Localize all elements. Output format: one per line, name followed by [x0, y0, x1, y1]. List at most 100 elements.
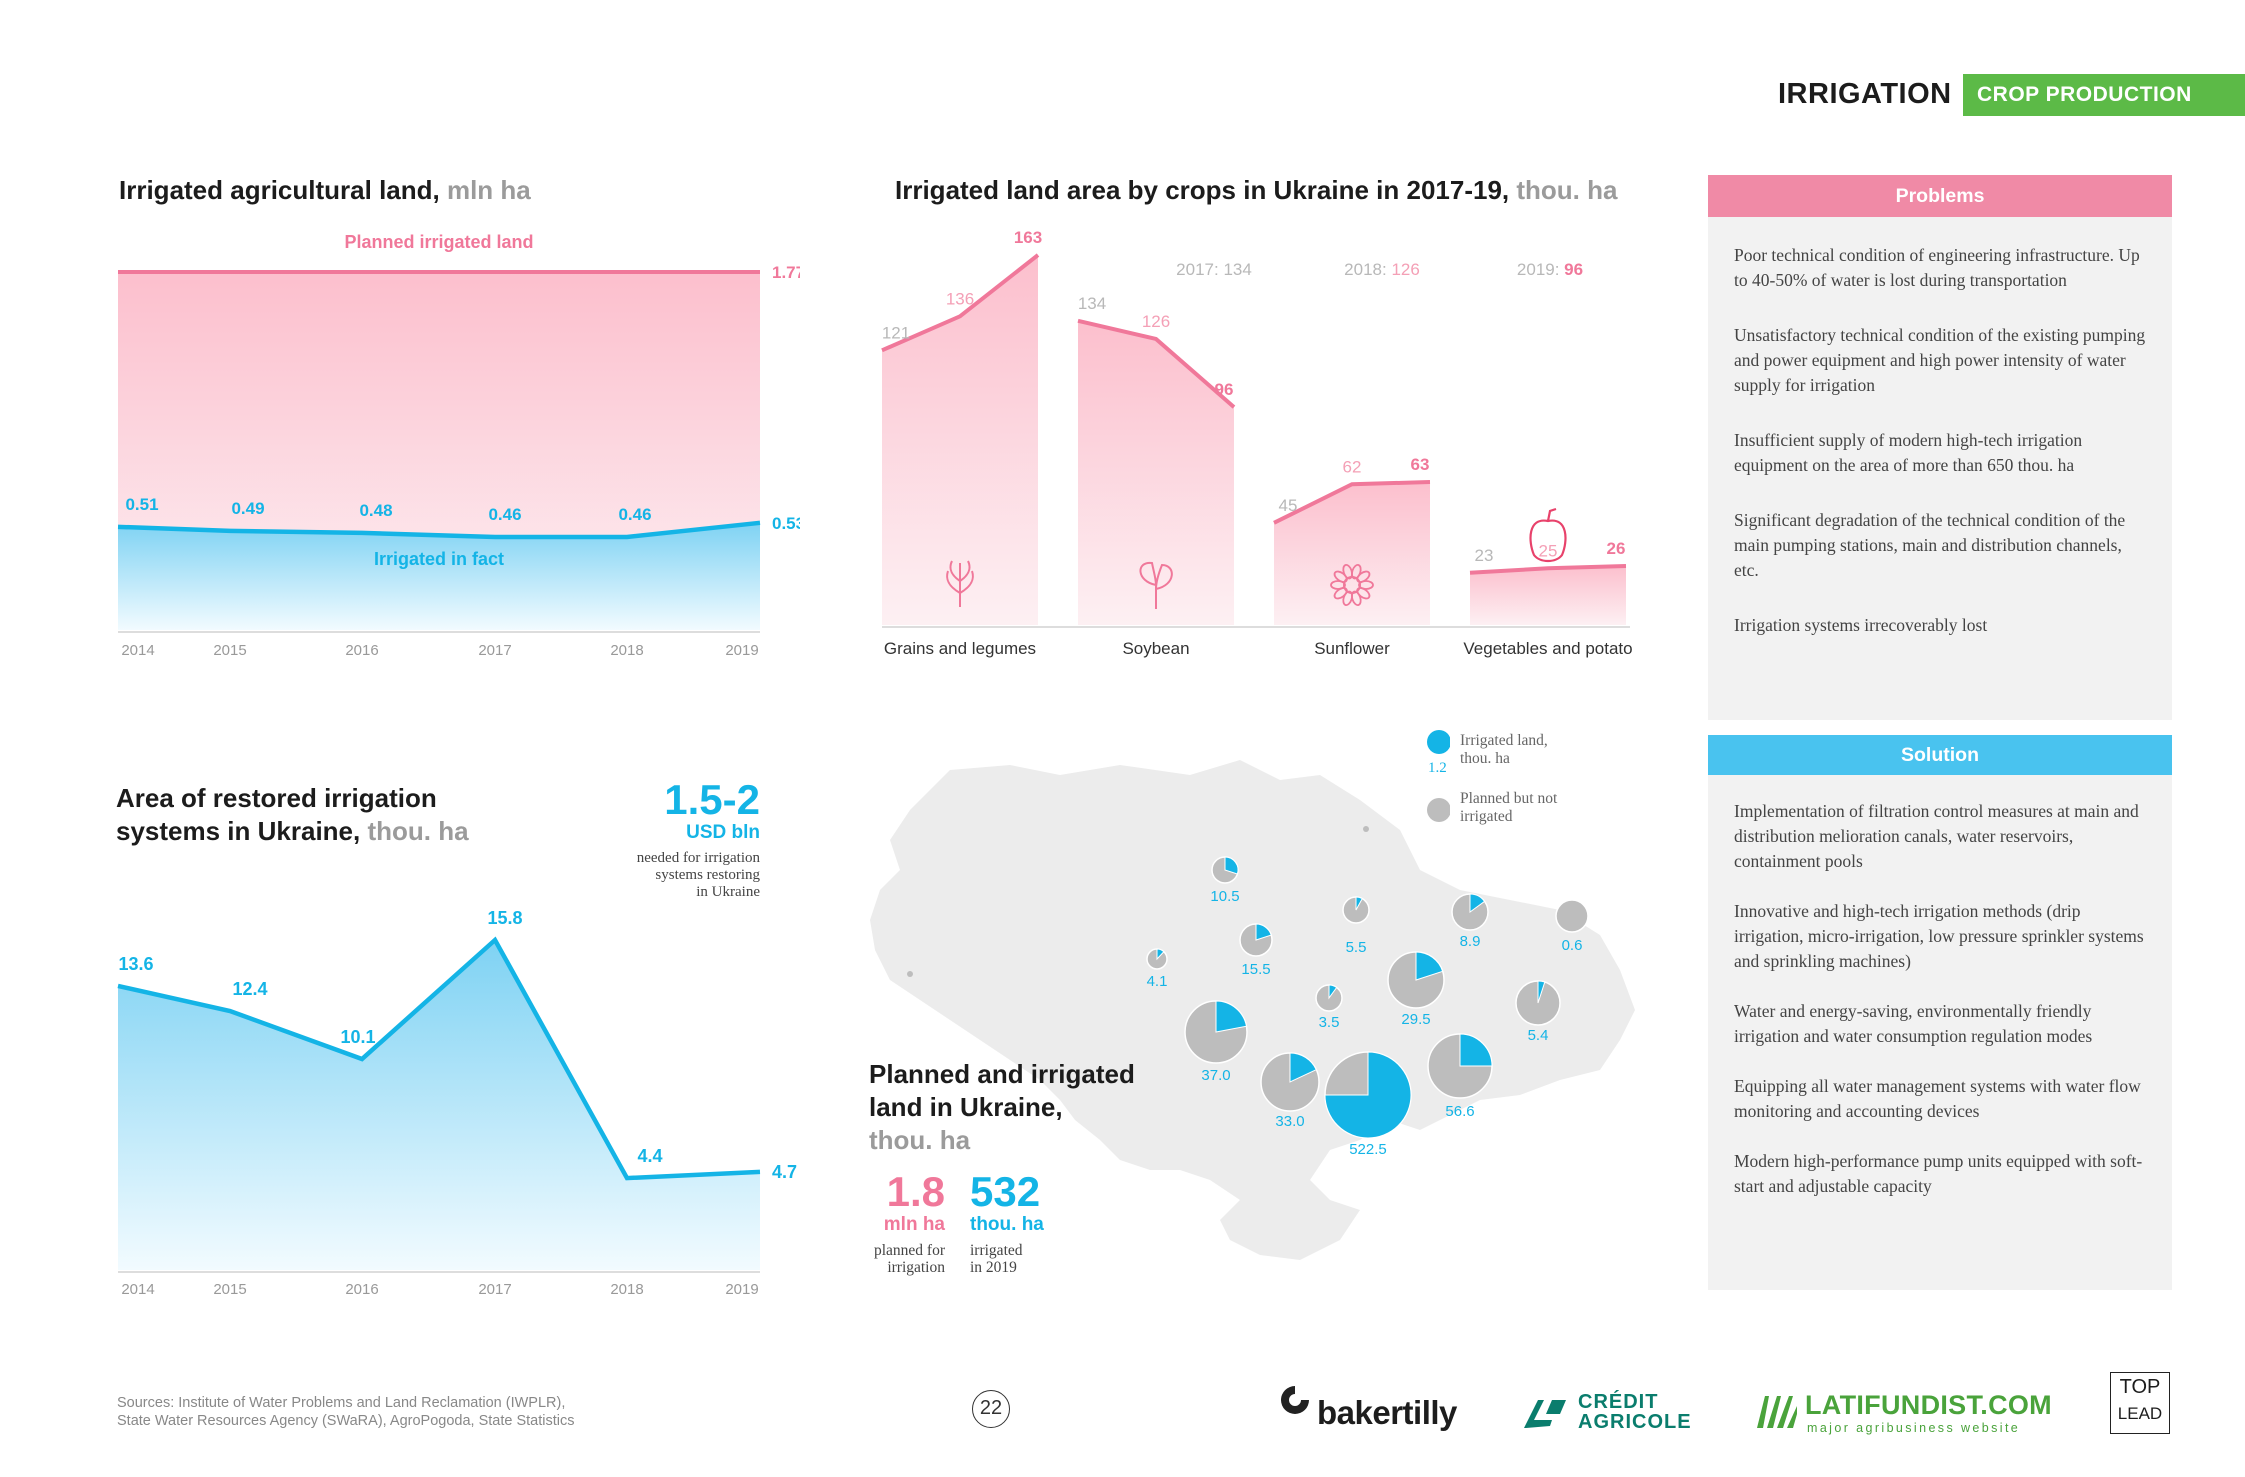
problem-item: Irrigation systems irrecoverably lost	[1734, 615, 1988, 635]
map-legend-markers	[1427, 730, 1450, 822]
grain-icon	[946, 560, 974, 607]
x-tick-label: 2015	[213, 642, 246, 659]
chart3-title-line2: systems in Ukraine,	[116, 816, 361, 846]
crop-category-label: Soybean	[1122, 639, 1189, 658]
credit-agricole-text: CRÉDIT AGRICOLE	[1578, 1392, 1692, 1432]
region-value-label: 37.0	[1201, 1067, 1230, 1084]
sunflower-petal	[1333, 587, 1348, 600]
region-value-label: 29.5	[1401, 1011, 1430, 1028]
map-dot	[907, 971, 913, 977]
sunflower-petal	[1356, 587, 1371, 600]
fact-value-label: 0.51	[125, 495, 158, 514]
region-pie-irrigated	[1537, 980, 1546, 1004]
sunflower-petal	[1342, 590, 1353, 606]
stat-line: irrigation	[887, 1259, 945, 1276]
chart3-title-line1: Area of restored irrigation	[116, 783, 437, 813]
callout-unit: USD bln	[686, 822, 760, 843]
solution-item: Modern high-performance pump units equip…	[1734, 1151, 2143, 1196]
chart2-title-text: Irrigated land area by crops in Ukraine …	[895, 175, 1510, 205]
section-tag: CROP PRODUCTION	[1963, 74, 2245, 116]
crop-value-label: 23	[1475, 546, 1494, 565]
crop-value-label: 96	[1215, 380, 1234, 399]
toplead-logo: TOP LEAD	[2110, 1372, 2170, 1434]
stat-planned: 1.8 mln ha planned for irrigation	[845, 1170, 945, 1277]
problems-header: Problems	[1708, 175, 2172, 217]
crop-area	[1470, 565, 1626, 625]
restored-value-label: 10.1	[340, 1027, 375, 1047]
region-pie-irrigated	[1324, 1051, 1412, 1139]
chart3-unit: thou. ha	[367, 816, 469, 846]
region-value-label: 33.0	[1275, 1113, 1304, 1130]
fact-series-label: Irrigated in fact	[374, 549, 504, 569]
region-value-label: 10.5	[1210, 888, 1239, 905]
restored-value-label: 13.6	[118, 954, 153, 974]
region-pie-planned	[1555, 899, 1589, 933]
chart2-legend-item: 2019: 96	[1517, 260, 1583, 279]
crop-value-label: 25	[1539, 541, 1558, 560]
sunflower-icon	[1343, 576, 1361, 594]
chart2-unit: thou. ha	[1516, 175, 1618, 205]
callout-line: systems restoring	[655, 867, 760, 883]
x-tick-label: 2014	[121, 642, 154, 659]
credit-agricole-icon	[1524, 1400, 1566, 1428]
crop-value-label: 163	[1014, 228, 1042, 247]
latifundist-subtext: major agribusiness website	[1807, 1421, 2021, 1435]
region-pie-irrigated	[1328, 984, 1338, 1000]
callout-text: needed for irrigation systems restoring …	[560, 850, 760, 901]
x-tick-label: 2015	[213, 1281, 246, 1298]
stat-irrigated-unit: thou. ha	[970, 1214, 1044, 1235]
region-value-label: 4.1	[1147, 973, 1168, 990]
problems-panel: Problems Poor technical condition of eng…	[1708, 175, 2172, 720]
x-tick-label: 2016	[345, 1281, 378, 1298]
planned-value-label: 1.77	[772, 263, 800, 282]
sunflower-petal	[1356, 570, 1371, 583]
solution-item: Implementation of filtration control mea…	[1734, 801, 2139, 871]
sprout-icon	[1139, 561, 1173, 609]
chart3-title: Area of restored irrigation systems in U…	[116, 782, 469, 848]
sunflower-petal	[1333, 570, 1348, 583]
x-tick-label: 2019	[725, 642, 758, 659]
region-value-label: 5.4	[1528, 1027, 1549, 1044]
problems-list: Poor technical condition of engineering …	[1708, 217, 2172, 638]
region-value-label: 5.5	[1346, 939, 1367, 956]
pepper-icon	[1529, 507, 1567, 563]
logo-line: AGRICOLE	[1578, 1411, 1692, 1433]
solution-item: Equipping all water management systems w…	[1734, 1076, 2141, 1121]
chart2-legend-item: 2017: 134	[1176, 260, 1252, 279]
page-number: 22	[972, 1390, 1010, 1428]
stat-planned-unit: mln ha	[883, 1214, 945, 1235]
region-pie-irrigated	[1255, 923, 1272, 941]
region-pie-irrigated	[1224, 856, 1239, 875]
chart1-svg: Planned irrigated land Irrigated in fact 1…	[117, 232, 800, 659]
region-value-label: 56.6	[1445, 1103, 1474, 1120]
stat-irrigated-text: irrigated in 2019	[970, 1242, 1110, 1276]
solution-item: Water and energy-saving, environmentally…	[1734, 1001, 2093, 1046]
problem-item: Significant degradation of the technical…	[1734, 510, 2126, 580]
x-tick-label: 2014	[121, 1281, 154, 1298]
callout-line: in Ukraine	[696, 884, 760, 900]
stat-line: in 2019	[970, 1259, 1017, 1276]
solution-list: Implementation of filtration control mea…	[1708, 775, 2172, 1199]
stat-irrigated: 532 thou. ha irrigated in 2019	[970, 1168, 1110, 1277]
restored-value-label: 12.4	[232, 979, 267, 999]
map-dot	[1363, 826, 1369, 832]
x-tick-label: 2016	[345, 642, 378, 659]
crop-line	[1273, 479, 1431, 525]
section-title: IRRIGATION	[1778, 78, 1952, 110]
x-tick-label: 2019	[725, 1281, 758, 1298]
stat-irrigated-value: 532	[970, 1168, 1041, 1215]
region-value-label: 8.9	[1460, 933, 1481, 950]
legend-planned-dot	[1427, 798, 1450, 822]
crop-value-label: 62	[1343, 457, 1362, 476]
bakertilly-swirl-icon	[1281, 1386, 1309, 1414]
region-pie-irrigated	[1415, 951, 1444, 981]
chart1-title-text: Irrigated agricultural land,	[119, 175, 440, 205]
fact-line	[117, 520, 761, 540]
chart3-callout: 1.5-2 USD bln needed for irrigation syst…	[560, 778, 760, 901]
crop-line	[881, 253, 1040, 353]
crop-value-label: 63	[1411, 455, 1430, 474]
crop-category-label: Sunflower	[1314, 639, 1390, 658]
crop-line	[1077, 318, 1236, 409]
chart2-legend-item: 2018: 126	[1344, 260, 1420, 279]
region-pie-irrigated	[1289, 1052, 1317, 1083]
